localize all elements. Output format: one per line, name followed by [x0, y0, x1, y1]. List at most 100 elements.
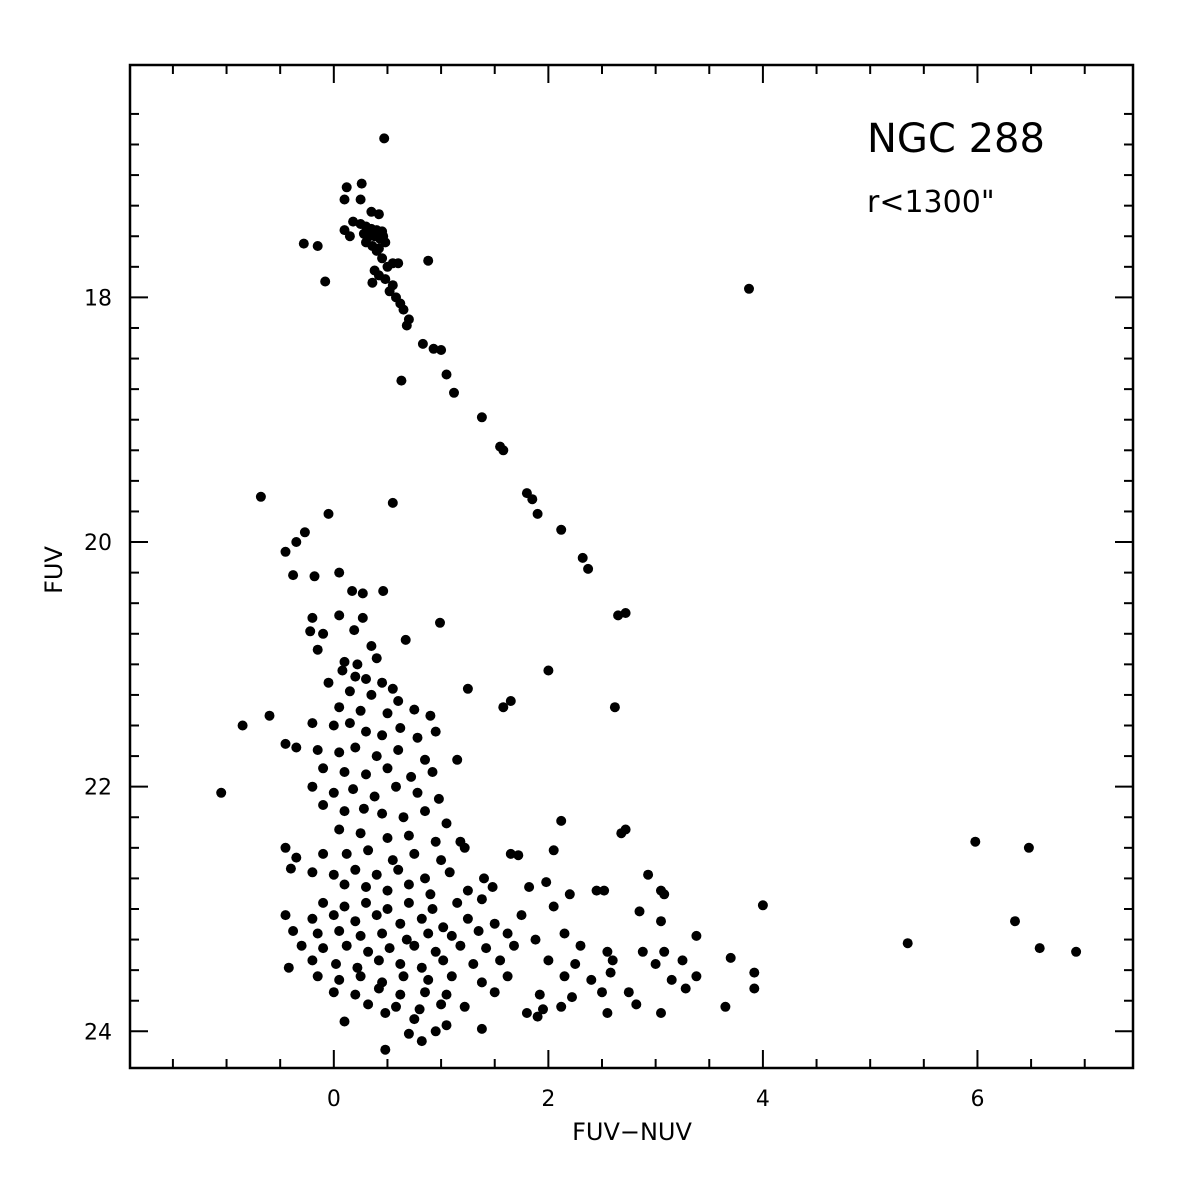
- data-point: [412, 732, 423, 743]
- data-point: [382, 904, 393, 914]
- data-point: [609, 702, 620, 713]
- data-point: [334, 747, 345, 758]
- data-point: [339, 806, 350, 817]
- data-point: [605, 967, 616, 978]
- data-point: [305, 626, 316, 637]
- data-point: [366, 641, 377, 651]
- data-point: [502, 928, 513, 939]
- data-point: [318, 763, 329, 774]
- data-point: [455, 940, 466, 951]
- data-point: [280, 738, 291, 749]
- data-point: [371, 869, 382, 880]
- data-point: [323, 677, 334, 688]
- data-point: [331, 959, 341, 969]
- data-point: [296, 940, 307, 951]
- data-point: [430, 946, 441, 957]
- data-point: [637, 946, 648, 957]
- data-point: [400, 634, 411, 645]
- data-point: [363, 946, 374, 957]
- data-point: [416, 913, 427, 924]
- data-point: [373, 983, 384, 994]
- data-point: [283, 962, 294, 973]
- data-point: [616, 828, 627, 839]
- data-point: [312, 971, 323, 982]
- data-point: [556, 815, 567, 826]
- data-point: [583, 563, 594, 574]
- data-point: [420, 754, 430, 765]
- data-point: [387, 497, 398, 508]
- data-point: [339, 879, 350, 890]
- data-point: [643, 869, 654, 880]
- data-point: [441, 989, 452, 1000]
- data-point: [597, 987, 607, 998]
- data-point: [744, 283, 754, 294]
- data-point: [680, 983, 691, 994]
- data-point: [339, 901, 350, 912]
- data-point: [631, 999, 642, 1010]
- data-point: [446, 971, 457, 982]
- data-point: [543, 955, 554, 966]
- data-point: [420, 987, 430, 998]
- data-point: [328, 910, 339, 921]
- data-point: [479, 873, 489, 884]
- data-point: [350, 864, 361, 875]
- data-point: [541, 877, 552, 888]
- data-point: [441, 818, 452, 829]
- data-point: [334, 926, 345, 936]
- data-point: [299, 527, 310, 538]
- data-point: [425, 710, 436, 721]
- data-point: [356, 178, 367, 189]
- data-point: [387, 683, 398, 694]
- data-point: [509, 940, 519, 951]
- data-point: [559, 971, 570, 982]
- data-point: [427, 904, 438, 914]
- data-point: [378, 231, 389, 242]
- data-point: [339, 194, 350, 205]
- data-point: [344, 231, 355, 242]
- data-point: [462, 683, 473, 694]
- data-point: [725, 952, 736, 963]
- data-point: [334, 974, 345, 985]
- data-point: [288, 570, 299, 581]
- data-point: [341, 848, 352, 859]
- data-point: [371, 653, 382, 664]
- data-point: [409, 704, 420, 715]
- data-point: [409, 848, 420, 859]
- chart-subtitle: r<1300": [867, 185, 995, 220]
- data-point: [363, 999, 374, 1010]
- data-point: [395, 959, 406, 969]
- data-point: [401, 934, 412, 945]
- data-point: [548, 901, 559, 912]
- data-point: [280, 546, 291, 557]
- y-tick-label: 18: [84, 286, 112, 311]
- y-tick-label: 22: [84, 776, 112, 801]
- data-point: [393, 745, 404, 755]
- data-point: [659, 889, 670, 900]
- data-point: [355, 971, 366, 982]
- x-tick-label: 4: [756, 1087, 770, 1112]
- data-point: [1010, 916, 1020, 927]
- data-point: [428, 343, 439, 354]
- data-point: [530, 934, 541, 945]
- data-point: [691, 971, 702, 982]
- data-point: [393, 864, 404, 875]
- data-point: [556, 524, 567, 535]
- data-point: [409, 1014, 420, 1025]
- data-point: [298, 238, 309, 249]
- data-point: [575, 940, 586, 951]
- data-point: [377, 677, 388, 688]
- data-point: [237, 720, 248, 731]
- data-point: [543, 665, 554, 676]
- data-point: [312, 928, 323, 939]
- data-point: [355, 930, 366, 941]
- data-point: [355, 705, 366, 716]
- data-point: [430, 726, 441, 737]
- data-point: [436, 345, 447, 355]
- x-tick-label: 6: [970, 1087, 984, 1112]
- data-point: [387, 855, 398, 866]
- data-point: [264, 710, 275, 721]
- data-point: [307, 612, 318, 623]
- data-point: [495, 955, 506, 966]
- data-point: [380, 274, 391, 285]
